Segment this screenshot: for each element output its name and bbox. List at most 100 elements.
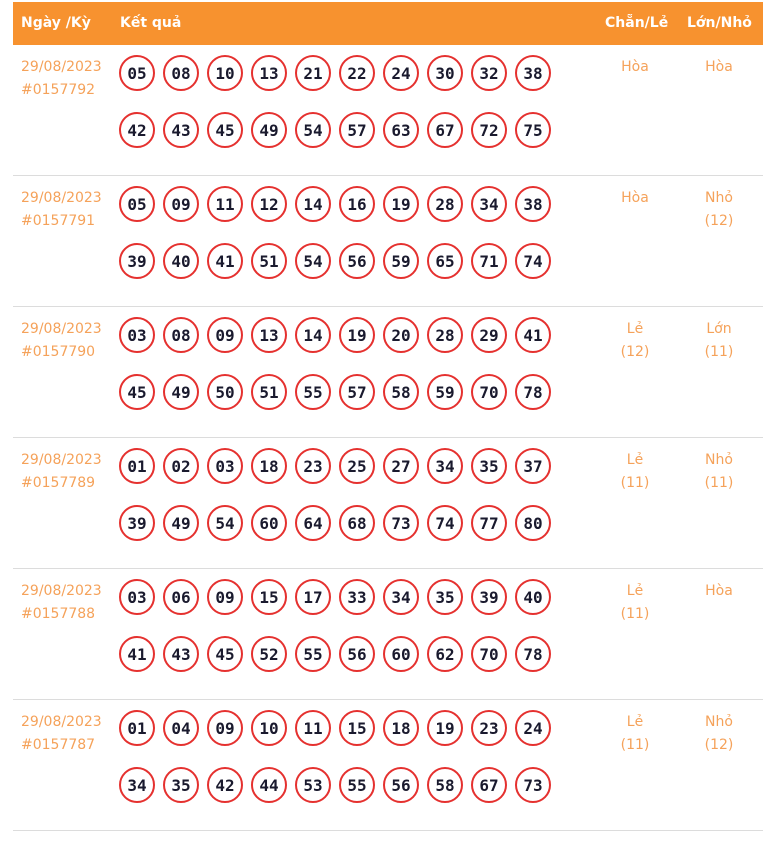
number-ball: 34 (427, 448, 463, 484)
header-date-period: Ngày /Kỳ (21, 15, 91, 31)
number-ball: 35 (163, 767, 199, 803)
even-odd-value: Hòa (621, 59, 649, 75)
number-ball: 15 (339, 710, 375, 746)
number-ball: 45 (119, 374, 155, 410)
number-ball: 54 (295, 112, 331, 148)
number-balls: 03 08 09 13 14 19 20 28 29 41 45 49 50 51 55 57 58 59 70 78 (119, 317, 569, 412)
number-ball: 70 (471, 636, 507, 672)
number-ball: 50 (207, 374, 243, 410)
draw-date-cell: 29/08/2023 #0157790 (21, 318, 102, 364)
ball-line: 39 40 41 51 54 56 59 65 71 74 (119, 243, 569, 281)
ball-line: 05 09 11 12 14 16 19 28 34 38 (119, 186, 569, 224)
draw-date-cell: 29/08/2023 #0157791 (21, 187, 102, 233)
number-ball: 45 (207, 112, 243, 148)
number-ball: 54 (207, 505, 243, 541)
draw-id: #0157787 (21, 737, 96, 753)
draw-date: 29/08/2023 (21, 583, 102, 599)
big-small-cell: Hòa (689, 580, 749, 603)
even-odd-cell: Lẻ (11) (605, 580, 665, 626)
number-ball: 67 (427, 112, 463, 148)
number-ball: 23 (471, 710, 507, 746)
number-ball: 73 (515, 767, 551, 803)
number-ball: 38 (515, 55, 551, 91)
draw-date: 29/08/2023 (21, 59, 102, 75)
number-ball: 51 (251, 243, 287, 279)
even-odd-cell: Lẻ (11) (605, 711, 665, 757)
number-ball: 21 (295, 55, 331, 91)
number-ball: 03 (207, 448, 243, 484)
big-small-count: (12) (704, 213, 734, 229)
number-ball: 45 (207, 636, 243, 672)
number-ball: 32 (471, 55, 507, 91)
number-balls: 05 09 11 12 14 16 19 28 34 38 39 40 41 51 54 56 59 65 71 74 (119, 186, 569, 281)
number-ball: 56 (383, 767, 419, 803)
number-ball: 43 (163, 112, 199, 148)
number-ball: 23 (295, 448, 331, 484)
number-ball: 03 (119, 579, 155, 615)
draw-date: 29/08/2023 (21, 321, 102, 337)
number-ball: 57 (339, 112, 375, 148)
ball-line: 39 49 54 60 64 68 73 74 77 80 (119, 505, 569, 543)
draw-date: 29/08/2023 (21, 190, 102, 206)
ball-line: 01 04 09 10 11 15 18 19 23 24 (119, 710, 569, 748)
number-balls: 05 08 10 13 21 22 24 30 32 38 42 43 45 49 54 57 63 67 72 75 (119, 55, 569, 150)
number-ball: 49 (251, 112, 287, 148)
number-ball: 04 (163, 710, 199, 746)
number-ball: 68 (339, 505, 375, 541)
number-ball: 43 (163, 636, 199, 672)
number-ball: 24 (383, 55, 419, 91)
draw-date-cell: 29/08/2023 #0157788 (21, 580, 102, 626)
number-ball: 54 (295, 243, 331, 279)
number-ball: 09 (207, 710, 243, 746)
number-ball: 53 (295, 767, 331, 803)
even-odd-count: (11) (620, 606, 650, 622)
number-ball: 52 (251, 636, 287, 672)
even-odd-cell: Lẻ (11) (605, 449, 665, 495)
result-row: 29/08/2023 #0157789 01 02 03 18 23 25 27 34 35 37 39… (13, 438, 763, 569)
number-ball: 56 (339, 636, 375, 672)
header-even-odd: Chẵn/Lẻ (605, 15, 669, 31)
big-small-value: Lớn (706, 321, 732, 337)
even-odd-cell: Hòa (605, 56, 665, 79)
number-ball: 18 (383, 710, 419, 746)
result-row: 29/08/2023 #0157792 05 08 10 13 21 22 24 30 32 38 42… (13, 45, 763, 176)
number-ball: 78 (515, 374, 551, 410)
number-ball: 39 (119, 243, 155, 279)
number-ball: 59 (383, 243, 419, 279)
number-ball: 27 (383, 448, 419, 484)
big-small-count: (11) (704, 344, 734, 360)
number-ball: 15 (251, 579, 287, 615)
number-ball: 40 (163, 243, 199, 279)
big-small-count: (12) (704, 737, 734, 753)
number-balls: 03 06 09 15 17 33 34 35 39 40 41 43 45 52 55 56 60 62 70 78 (119, 579, 569, 674)
number-ball: 40 (515, 579, 551, 615)
number-ball: 72 (471, 112, 507, 148)
number-ball: 35 (427, 579, 463, 615)
number-ball: 41 (119, 636, 155, 672)
number-ball: 33 (339, 579, 375, 615)
number-ball: 60 (251, 505, 287, 541)
ball-line: 34 35 42 44 53 55 56 58 67 73 (119, 767, 569, 805)
number-ball: 55 (339, 767, 375, 803)
number-ball: 49 (163, 505, 199, 541)
number-ball: 44 (251, 767, 287, 803)
number-ball: 11 (295, 710, 331, 746)
number-ball: 25 (339, 448, 375, 484)
number-ball: 09 (207, 317, 243, 353)
number-ball: 11 (207, 186, 243, 222)
header-big-small: Lớn/Nhỏ (687, 15, 752, 31)
ball-line: 45 49 50 51 55 57 58 59 70 78 (119, 374, 569, 412)
number-ball: 59 (427, 374, 463, 410)
number-ball: 09 (163, 186, 199, 222)
result-row: 29/08/2023 #0157791 05 09 11 12 14 16 19 28 34 38 39… (13, 176, 763, 307)
number-balls: 01 04 09 10 11 15 18 19 23 24 34 35 42 44 53 55 56 58 67 73 (119, 710, 569, 805)
number-ball: 58 (383, 374, 419, 410)
even-odd-cell: Lẻ (12) (605, 318, 665, 364)
number-ball: 19 (339, 317, 375, 353)
big-small-value: Nhỏ (705, 452, 733, 468)
even-odd-count: (12) (620, 344, 650, 360)
big-small-cell: Nhỏ (11) (689, 449, 749, 495)
number-ball: 35 (471, 448, 507, 484)
number-ball: 74 (427, 505, 463, 541)
results-table: Ngày /Kỳ Kết quả Chẵn/Lẻ Lớn/Nhỏ 29/08/2… (13, 2, 763, 831)
